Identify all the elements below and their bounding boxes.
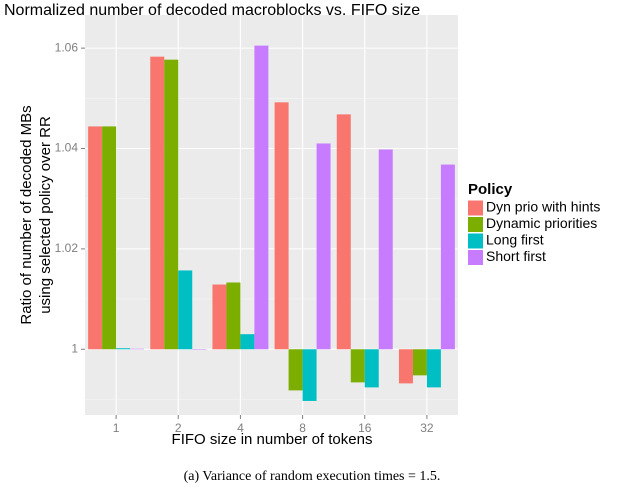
bar — [88, 126, 103, 350]
chart-title: Normalized number of decoded macroblocks… — [4, 2, 420, 19]
x-tick-label: 16 — [358, 421, 372, 435]
y-tick-label: 1.04 — [55, 141, 79, 155]
bar — [274, 102, 289, 350]
x-tick-label: 4 — [237, 421, 244, 435]
bar — [130, 348, 145, 350]
bar — [240, 334, 255, 350]
y-tick-label: 1.06 — [55, 40, 79, 54]
bar — [116, 348, 131, 350]
x-tick-label: 32 — [420, 421, 434, 435]
legend-key — [468, 233, 483, 249]
x-tick-label: 2 — [175, 421, 182, 435]
bar — [150, 56, 165, 350]
y-tick-label: 1.02 — [55, 241, 79, 255]
legend-label: Dyn prio with hints — [486, 199, 600, 215]
bar — [212, 284, 227, 350]
bar — [102, 126, 117, 350]
y-axis-label: Ratio of number of decoded MBs — [18, 105, 35, 324]
x-tick-label: 8 — [299, 421, 306, 435]
legend-key — [468, 250, 483, 265]
bar — [378, 149, 393, 350]
legend-key — [468, 200, 483, 216]
bar — [398, 349, 413, 384]
bar — [302, 349, 317, 401]
bar — [192, 349, 207, 350]
y-axis-label: using selected policy over RR — [37, 116, 54, 314]
bar — [426, 349, 441, 388]
bar — [178, 270, 193, 350]
bar — [412, 349, 427, 376]
bar — [254, 45, 269, 350]
legend-label: Long first — [486, 232, 544, 248]
bar — [350, 349, 365, 383]
bar — [288, 349, 303, 391]
legend-title: Policy — [468, 181, 513, 198]
x-axis-label: FIFO size in number of tokens — [172, 431, 373, 448]
legend-label: Dynamic priorities — [486, 215, 597, 231]
legend-label: Short first — [486, 248, 546, 264]
bar — [164, 59, 179, 350]
legend-key — [468, 217, 483, 232]
y-tick-label: 1 — [71, 341, 78, 355]
caption: (a) Variance of random execution times =… — [184, 469, 441, 484]
bar — [440, 164, 455, 350]
plot-background — [85, 15, 458, 415]
x-tick-label: 1 — [113, 421, 120, 435]
bar — [316, 143, 331, 350]
bar — [336, 114, 351, 350]
bar — [226, 282, 241, 350]
bar — [364, 349, 379, 388]
